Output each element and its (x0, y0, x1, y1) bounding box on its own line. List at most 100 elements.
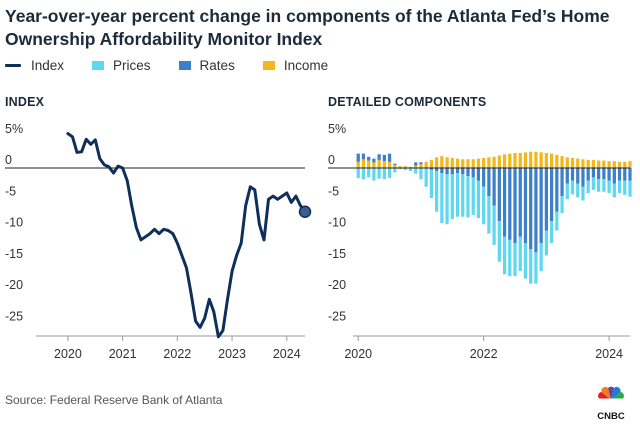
index-y-tick-label: -15 (5, 247, 23, 261)
bar-prices (461, 174, 465, 217)
bar-rates (544, 168, 548, 231)
bar-income (387, 161, 392, 168)
components-y-tick-label: -25 (328, 309, 346, 323)
bar-income (382, 161, 386, 169)
bar-income (424, 161, 428, 168)
bar-prices (377, 168, 381, 179)
index-y-tick-label: -10 (5, 216, 23, 230)
bar-income (466, 159, 470, 168)
legend: Index Prices Rates Income (5, 56, 356, 74)
bar-prices (628, 180, 632, 197)
bar-prices (450, 174, 454, 220)
bar-prices (612, 183, 616, 198)
bar-prices (534, 252, 538, 284)
bar-rates (361, 153, 366, 160)
bar-rates (455, 168, 460, 173)
index-y-tick-label: -5 (5, 184, 16, 198)
bar-income (445, 157, 449, 169)
bar-income (492, 156, 496, 168)
bar-rates (471, 168, 475, 178)
bar-income (544, 153, 548, 168)
bar-rates (502, 168, 507, 237)
bar-prices (435, 171, 439, 212)
logo-text: CNBC (597, 411, 625, 422)
bar-prices (529, 249, 533, 284)
legend-swatch-income (262, 60, 275, 70)
index-x-tick-label: 2020 (54, 347, 82, 361)
bar-prices (414, 168, 418, 174)
legend-item-prices: Prices (92, 58, 151, 73)
bar-income (419, 164, 423, 168)
bar-income (612, 161, 616, 169)
bar-income (586, 159, 590, 169)
bar-rates (450, 168, 454, 175)
bar-income (461, 159, 465, 168)
components-y-tick-label: 5% (328, 122, 346, 136)
bar-rates (576, 168, 580, 184)
bar-prices (487, 196, 491, 234)
bar-rates (560, 168, 564, 197)
legend-swatch-prices (92, 60, 105, 70)
bar-rates (440, 168, 444, 173)
bar-prices (387, 168, 392, 178)
legend-item-income: Income (262, 57, 329, 73)
bar-prices (492, 205, 496, 245)
legend-swatch-index (5, 63, 21, 67)
bar-income (607, 161, 611, 169)
cnbc-logo: CNBC (597, 386, 625, 422)
bar-rates (435, 168, 439, 172)
index-panel-title: INDEX (5, 95, 45, 109)
bar-prices (497, 221, 501, 262)
bar-income (440, 156, 444, 169)
peacock-icon (598, 386, 624, 401)
bar-rates (518, 168, 522, 237)
bar-prices (576, 183, 580, 198)
index-y-tick-label: 5% (5, 122, 23, 136)
bar-rates (482, 168, 486, 187)
bar-prices (424, 168, 428, 187)
components-y-tick-label: -10 (328, 216, 346, 230)
bar-income (497, 155, 501, 168)
bar-prices (403, 168, 407, 170)
bar-rates (387, 153, 392, 162)
bar-rates (570, 168, 575, 181)
index-x-tick-label: 2024 (273, 347, 301, 361)
bar-prices (419, 168, 423, 180)
bar-rates (586, 168, 590, 181)
bar-prices (398, 168, 402, 170)
bar-rates (445, 168, 449, 175)
legend-label-income: Income (283, 57, 329, 73)
bar-prices (502, 236, 507, 275)
index-y-tick-label: 0 (5, 153, 12, 167)
bar-rates (534, 168, 538, 253)
bar-prices (440, 173, 444, 223)
bar-rates (487, 168, 491, 197)
bar-rates (539, 168, 543, 243)
bar-prices (372, 168, 376, 181)
index-x-tick-label: 2021 (109, 347, 137, 361)
bar-rates (602, 168, 606, 180)
bar-rates (591, 168, 596, 178)
bar-rates (623, 168, 627, 181)
bar-income (398, 166, 402, 169)
bar-prices (581, 186, 585, 201)
source-note: Source: Federal Reserve Bank of Atlanta (5, 393, 223, 407)
bar-income (529, 151, 533, 168)
legend-swatch-rates (178, 60, 191, 70)
bar-income (482, 158, 486, 168)
bar-prices (513, 243, 517, 277)
bar-prices (471, 177, 475, 215)
bar-income (508, 153, 512, 168)
bar-rates (419, 162, 423, 165)
bar-prices (455, 173, 460, 217)
legend-label-index: Index (31, 57, 65, 73)
bar-rates (508, 168, 512, 240)
bar-prices (602, 179, 606, 192)
bar-income (513, 153, 517, 168)
bar-prices (482, 186, 486, 225)
bar-income (555, 154, 559, 169)
bar-prices (544, 230, 548, 256)
bar-rates (414, 162, 418, 166)
bar-rates (377, 154, 381, 160)
index-y-tick-label: -25 (5, 309, 23, 323)
